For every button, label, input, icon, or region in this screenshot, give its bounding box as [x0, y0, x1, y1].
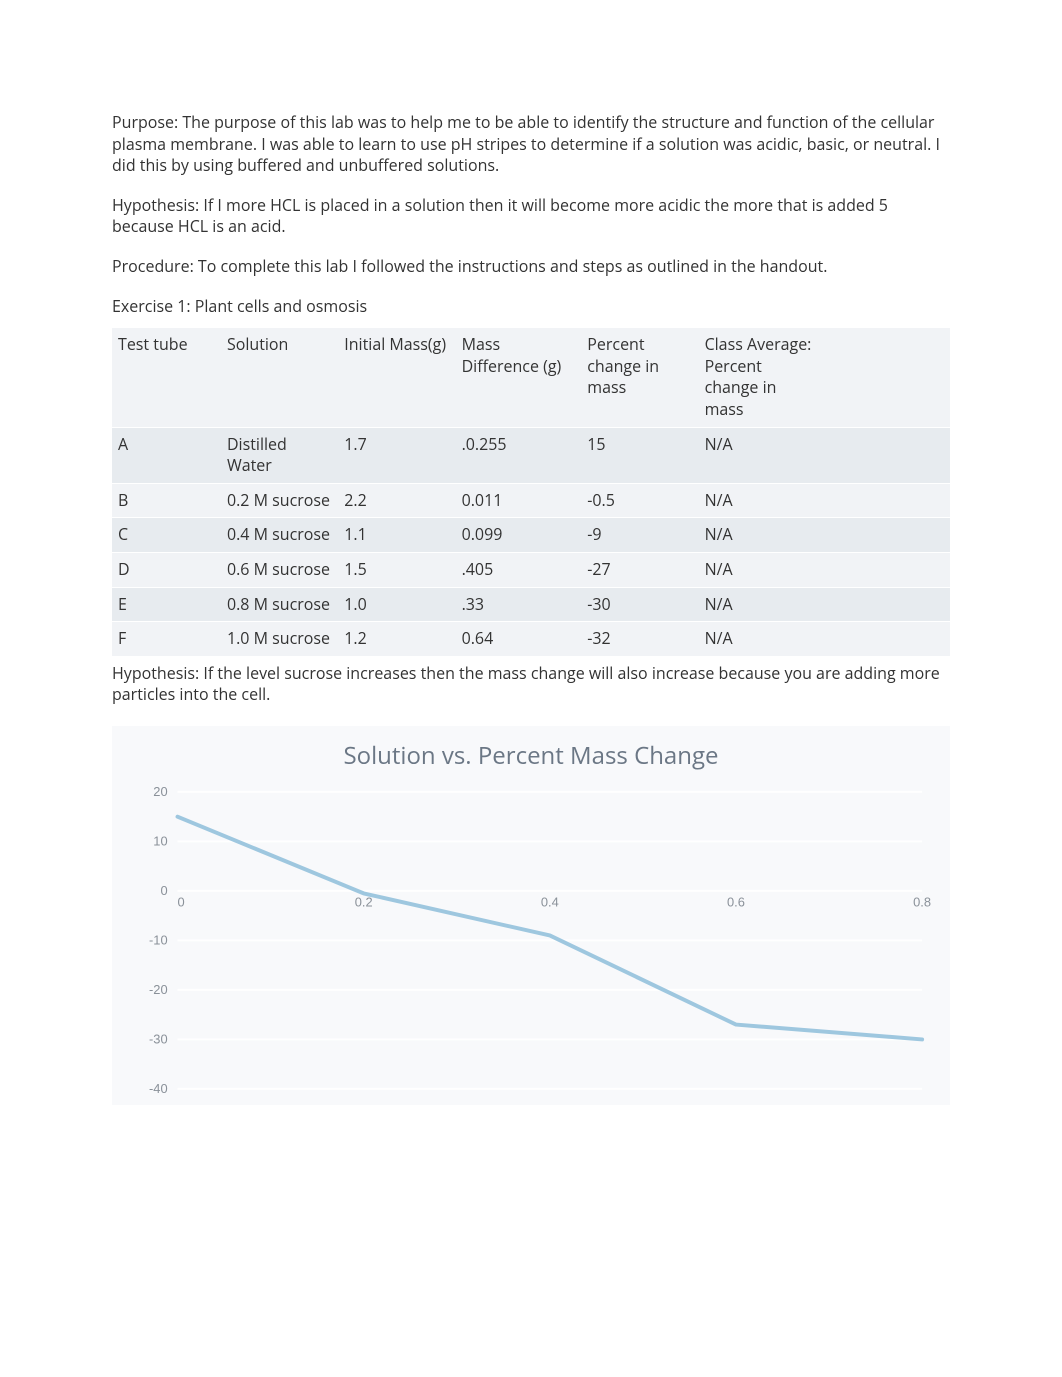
table-cell — [824, 427, 950, 483]
table-cell — [824, 552, 950, 587]
svg-text:10: 10 — [153, 834, 167, 849]
svg-text:0.2: 0.2 — [355, 895, 373, 910]
table-cell: N/A — [699, 622, 825, 657]
chart-title: Solution vs. Percent Mass Change — [130, 740, 932, 772]
table-header-cell: Class Average: Percent change in mass — [699, 328, 825, 427]
table-cell: A — [112, 427, 221, 483]
svg-text:0.4: 0.4 — [541, 895, 559, 910]
table-header-cell: Solution — [221, 328, 338, 427]
table-cell: F — [112, 622, 221, 657]
table-cell: 1.1 — [338, 518, 455, 553]
svg-text:0.6: 0.6 — [727, 895, 745, 910]
table-cell: -9 — [581, 518, 698, 553]
table-header-cell: Percent change in mass — [581, 328, 698, 427]
table-cell: 0.099 — [456, 518, 582, 553]
table-cell: -32 — [581, 622, 698, 657]
hypothesis-paragraph-2: Hypothesis: If the level sucrose increas… — [112, 663, 950, 706]
table-cell: 0.2 M sucrose — [221, 483, 338, 518]
table-cell: 1.0 — [338, 587, 455, 622]
table-row: E0.8 M sucrose1.0.33-30N/A — [112, 587, 950, 622]
table-cell — [824, 587, 950, 622]
svg-text:-40: -40 — [149, 1081, 168, 1096]
table-cell: 2.2 — [338, 483, 455, 518]
table-cell: -30 — [581, 587, 698, 622]
table-header-cell — [824, 328, 950, 427]
svg-text:-30: -30 — [149, 1032, 168, 1047]
table-cell: D — [112, 552, 221, 587]
line-chart: 20 10 0 -10 -20 -30 -40 0 0.2 0.4 0.6 0.8 — [130, 782, 932, 1099]
table-header-cell: Mass Difference (g) — [456, 328, 582, 427]
purpose-paragraph: Purpose: The purpose of this lab was to … — [112, 112, 950, 177]
table-cell — [824, 518, 950, 553]
exercise-label: Exercise 1: Plant cells and osmosis — [112, 296, 950, 318]
table-cell: .33 — [456, 587, 582, 622]
svg-text:-20: -20 — [149, 982, 168, 997]
table-header-cell: Initial Mass(g) — [338, 328, 455, 427]
table-cell: 15 — [581, 427, 698, 483]
table-cell: 0.6 M sucrose — [221, 552, 338, 587]
table-cell: -0.5 — [581, 483, 698, 518]
table-cell: .0.255 — [456, 427, 582, 483]
svg-text:0: 0 — [178, 895, 185, 910]
table-cell: N/A — [699, 587, 825, 622]
table-cell: N/A — [699, 427, 825, 483]
table-cell: 1.2 — [338, 622, 455, 657]
table-header-cell: Test tube — [112, 328, 221, 427]
table-cell: Distilled Water — [221, 427, 338, 483]
table-cell: N/A — [699, 483, 825, 518]
svg-text:-10: -10 — [149, 933, 168, 948]
table-cell — [824, 483, 950, 518]
table-header-row: Test tubeSolutionInitial Mass(g)Mass Dif… — [112, 328, 950, 427]
table-cell: 0.8 M sucrose — [221, 587, 338, 622]
svg-text:0.8: 0.8 — [913, 895, 931, 910]
table-cell: C — [112, 518, 221, 553]
table-cell: N/A — [699, 518, 825, 553]
table-row: ADistilled Water1.7.0.25515N/A — [112, 427, 950, 483]
table-cell: B — [112, 483, 221, 518]
table-row: D0.6 M sucrose1.5.405-27N/A — [112, 552, 950, 587]
table-row: C0.4 M sucrose1.10.099-9N/A — [112, 518, 950, 553]
table-cell: N/A — [699, 552, 825, 587]
svg-text:20: 20 — [153, 784, 167, 799]
svg-text:0: 0 — [160, 883, 167, 898]
table-cell: 0.4 M sucrose — [221, 518, 338, 553]
table-cell: E — [112, 587, 221, 622]
osmosis-data-table: Test tubeSolutionInitial Mass(g)Mass Dif… — [112, 327, 950, 657]
table-cell — [824, 622, 950, 657]
table-cell: 0.011 — [456, 483, 582, 518]
table-cell: -27 — [581, 552, 698, 587]
table-row: B0.2 M sucrose2.20.011-0.5N/A — [112, 483, 950, 518]
table-body: ADistilled Water1.7.0.25515N/AB0.2 M suc… — [112, 427, 950, 656]
chart-container: Solution vs. Percent Mass Change 20 10 0 -1… — [112, 726, 950, 1105]
table-cell: 1.7 — [338, 427, 455, 483]
table-row: F1.0 M sucrose1.20.64-32N/A — [112, 622, 950, 657]
table-cell: .405 — [456, 552, 582, 587]
procedure-paragraph: Procedure: To complete this lab I follow… — [112, 256, 950, 278]
table-cell: 1.0 M sucrose — [221, 622, 338, 657]
table-cell: 1.5 — [338, 552, 455, 587]
table-cell: 0.64 — [456, 622, 582, 657]
hypothesis-paragraph-1: Hypothesis: If I more HCL is placed in a… — [112, 195, 950, 238]
